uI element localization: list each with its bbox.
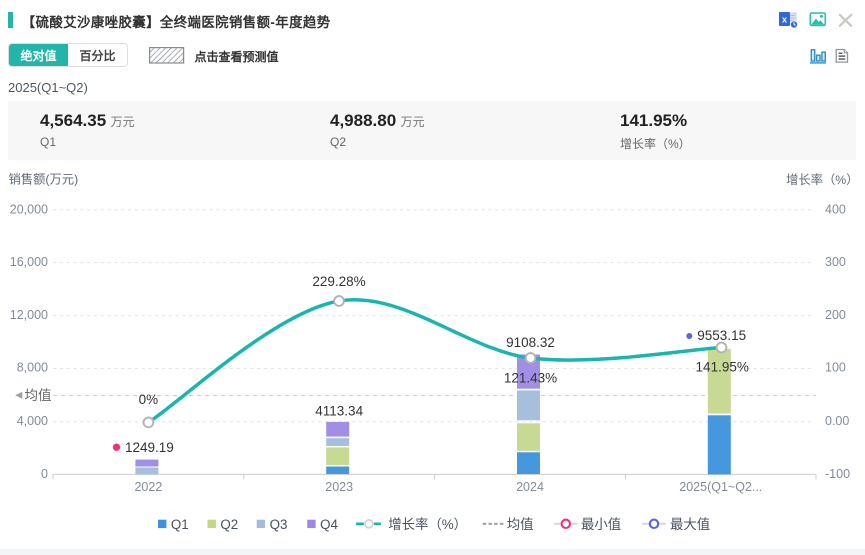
svg-text:2025(Q1~Q2...: 2025(Q1~Q2... [679,480,762,494]
svg-text:0: 0 [41,467,48,481]
svg-text:0%: 0% [139,392,159,407]
svg-text:最小值: 最小值 [581,517,621,532]
svg-text:20,000: 20,000 [10,202,48,216]
svg-text:4,000: 4,000 [17,414,48,428]
svg-text:0.00: 0.00 [825,414,849,428]
svg-text:Q4: Q4 [320,517,338,532]
svg-text:121.43%: 121.43% [504,371,557,386]
svg-text:141.95%: 141.95% [696,360,749,375]
svg-text:增长率（%）: 增长率（%） [388,516,467,532]
svg-text:4113.34: 4113.34 [315,404,363,419]
svg-text:2023: 2023 [325,480,353,494]
svg-text:均值: 均值 [507,517,534,532]
svg-text:9108.32: 9108.32 [506,335,555,350]
svg-text:16,000: 16,000 [10,255,48,269]
svg-text:100: 100 [825,361,846,375]
svg-text:200: 200 [825,308,846,322]
svg-text:400: 400 [825,202,846,216]
svg-text:12,000: 12,000 [10,308,48,322]
svg-text:Q1: Q1 [171,517,189,532]
svg-text:8,000: 8,000 [17,361,48,375]
svg-text:300: 300 [825,255,846,269]
svg-text:最大值: 最大值 [670,517,710,532]
svg-text:Q3: Q3 [270,517,288,532]
svg-text:-100: -100 [825,467,850,481]
svg-text:x: x [782,15,787,25]
svg-text:销售额(万元): 销售额(万元) [9,171,79,186]
svg-text:2024: 2024 [516,480,544,494]
svg-text:Q2: Q2 [220,517,238,532]
svg-text:1249.19: 1249.19 [125,440,174,455]
svg-text:增长率（%）: 增长率（%） [786,172,858,187]
svg-text:9553.15: 9553.15 [697,328,746,343]
svg-text:均值: 均值 [25,388,52,403]
svg-text:2022: 2022 [134,480,162,494]
svg-text:229.28%: 229.28% [312,274,365,289]
